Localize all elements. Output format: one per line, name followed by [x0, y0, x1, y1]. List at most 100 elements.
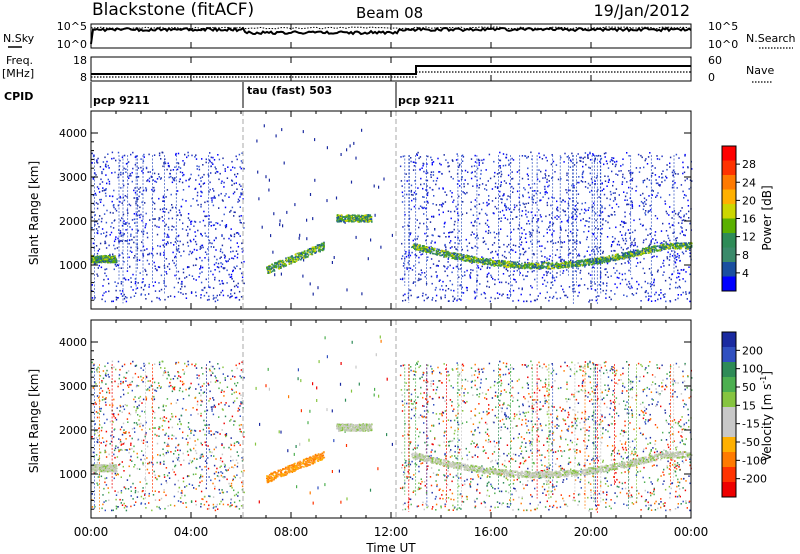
- band-point: [278, 268, 280, 270]
- data-point: [501, 198, 503, 201]
- data-point: [496, 187, 499, 189]
- data-point: [490, 274, 492, 277]
- band-point: [91, 257, 93, 260]
- band-point: [618, 255, 621, 257]
- band-point: [548, 267, 551, 270]
- band-point: [591, 258, 594, 260]
- data-point: [648, 298, 650, 300]
- band-point: [557, 263, 560, 265]
- data-point: [549, 272, 552, 274]
- data-point: [420, 177, 422, 180]
- data-point: [648, 179, 651, 181]
- band-point: [319, 250, 321, 252]
- data-point: [687, 166, 689, 169]
- data-point: [117, 282, 119, 285]
- data-point: [486, 275, 488, 278]
- band-point: [621, 254, 624, 257]
- band-point: [320, 244, 323, 247]
- data-point: [559, 226, 562, 229]
- data-point: [430, 171, 433, 173]
- data-point: [108, 183, 111, 185]
- data-point: [171, 229, 173, 231]
- data-point: [200, 232, 202, 235]
- data-point: [205, 235, 207, 237]
- data-point: [429, 267, 432, 269]
- data-point: [120, 282, 123, 285]
- band-point: [356, 217, 359, 219]
- data-point: [185, 229, 188, 231]
- data-point: [119, 230, 122, 232]
- band-point: [106, 259, 108, 262]
- data-point: [181, 198, 184, 201]
- band-point: [556, 264, 558, 267]
- data-point: [433, 195, 435, 197]
- data-point: [462, 292, 465, 294]
- band-point: [371, 221, 373, 223]
- data-point: [570, 259, 572, 262]
- data-point: [657, 269, 659, 272]
- data-point: [158, 282, 160, 284]
- data-point: [499, 190, 501, 193]
- band-point: [523, 267, 526, 270]
- data-point: [224, 206, 227, 209]
- data-point: [579, 156, 581, 159]
- data-point: [404, 257, 406, 260]
- data-point: [458, 230, 460, 232]
- data-point: [432, 297, 434, 299]
- data-point: [588, 226, 590, 228]
- data-point: [669, 253, 671, 256]
- data-point: [230, 239, 232, 242]
- band-point: [665, 246, 667, 249]
- data-point: [203, 294, 206, 297]
- data-point: [401, 255, 404, 257]
- band-point: [671, 244, 674, 246]
- data-point: [605, 220, 607, 222]
- data-point: [580, 278, 582, 280]
- band-point: [340, 220, 342, 222]
- data-point: [204, 224, 206, 227]
- data-point: [534, 278, 536, 281]
- band-point: [296, 258, 299, 260]
- band-point: [540, 267, 542, 269]
- data-point: [628, 269, 630, 272]
- data-point: [626, 192, 628, 194]
- data-point: [120, 171, 122, 174]
- data-point: [136, 243, 138, 246]
- data-point: [489, 231, 492, 234]
- band-point: [272, 266, 274, 269]
- data-point: [672, 174, 674, 177]
- data-point: [314, 138, 316, 142]
- data-point: [604, 175, 606, 177]
- data-point: [97, 203, 99, 205]
- data-point: [156, 252, 158, 255]
- data-point: [439, 162, 441, 165]
- data-point: [460, 178, 463, 181]
- data-point: [527, 155, 529, 158]
- data-point: [427, 155, 429, 158]
- data-point: [567, 219, 569, 221]
- data-point: [509, 294, 512, 296]
- data-point: [111, 157, 113, 160]
- band-point: [472, 258, 475, 261]
- band-point: [103, 257, 105, 260]
- data-point: [204, 257, 206, 259]
- data-point: [208, 223, 210, 225]
- data-point: [645, 210, 647, 212]
- band-point: [309, 248, 311, 250]
- data-point: [241, 188, 243, 191]
- band-point: [107, 261, 109, 264]
- data-point: [200, 180, 202, 182]
- band-point: [292, 256, 294, 259]
- band-point: [570, 264, 573, 267]
- data-point: [476, 185, 478, 187]
- data-point: [654, 174, 657, 176]
- data-point: [521, 210, 524, 212]
- data-point: [132, 167, 134, 170]
- data-point: [109, 211, 112, 214]
- data-point: [142, 215, 144, 218]
- data-point: [150, 176, 153, 178]
- band-point: [313, 247, 316, 250]
- data-point: [450, 240, 452, 242]
- data-point: [634, 229, 636, 232]
- data-point: [633, 239, 635, 242]
